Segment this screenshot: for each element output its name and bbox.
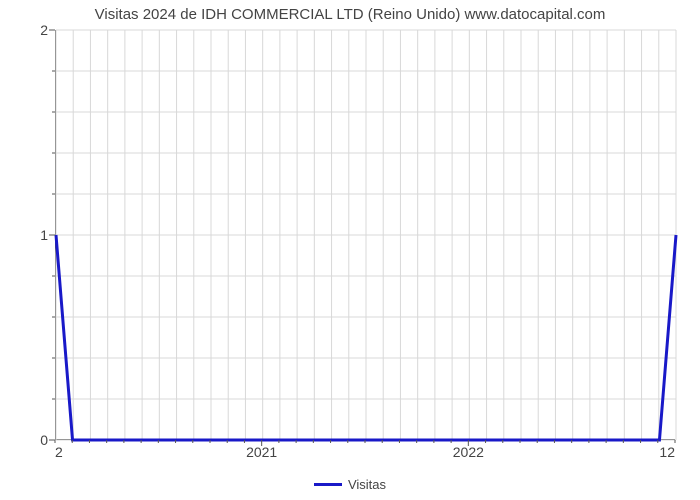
legend-swatch xyxy=(314,483,342,486)
y-tick-label: 2 xyxy=(8,22,48,38)
y-tick-label: 1 xyxy=(8,227,48,243)
y-tick-label: 0 xyxy=(8,432,48,448)
legend: Visitas xyxy=(0,476,700,492)
line-chart: Visitas 2024 de IDH COMMERCIAL LTD (Rein… xyxy=(0,0,700,500)
axis-ticks xyxy=(0,0,700,500)
x-tick-label: 2022 xyxy=(453,444,484,460)
x-tick-label: 2 xyxy=(55,444,63,460)
x-tick-label: 2021 xyxy=(246,444,277,460)
x-tick-label: 12 xyxy=(659,444,675,460)
legend-label: Visitas xyxy=(348,477,386,492)
